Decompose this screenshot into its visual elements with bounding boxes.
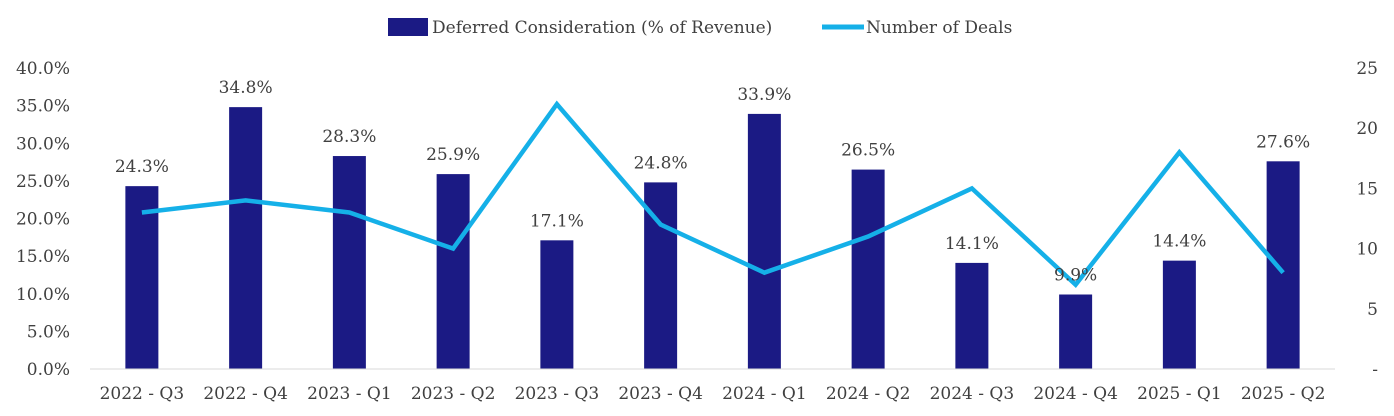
y-right-tick-label: 15: [1356, 179, 1378, 199]
x-tick-label: 2023 - Q4: [618, 384, 703, 404]
y-right-tick-label: 5: [1367, 300, 1378, 320]
x-tick-label: 2023 - Q1: [307, 384, 392, 404]
legend-bar-label: Deferred Consideration (% of Revenue): [432, 18, 772, 38]
y-left-tick-label: 15.0%: [16, 247, 70, 267]
bar-value-label: 34.8%: [219, 78, 273, 98]
bar-value-label: 26.5%: [841, 141, 895, 161]
bar-value-label: 24.8%: [634, 153, 688, 173]
x-tick-label: 2024 - Q2: [826, 384, 911, 404]
bar: [1059, 294, 1093, 369]
y-right-tick-label: 20: [1356, 119, 1378, 139]
x-tick-label: 2025 - Q2: [1241, 384, 1326, 404]
bar-value-label: 27.6%: [1256, 132, 1310, 152]
bar-value-label: 25.9%: [426, 145, 480, 165]
y-left-tick-label: 10.0%: [16, 285, 70, 305]
y-left-tick-label: 0.0%: [27, 360, 70, 380]
bar: [955, 262, 989, 369]
bar: [125, 186, 159, 369]
bar-value-label: 14.4%: [1152, 232, 1206, 252]
legend-bar-swatch: [388, 18, 428, 36]
x-tick-label: 2025 - Q1: [1137, 384, 1222, 404]
bar-value-label: 14.1%: [945, 234, 999, 254]
legend-line-label: Number of Deals: [866, 18, 1012, 38]
y-right-tick-label: -: [1372, 360, 1378, 380]
bar-series: [125, 107, 1300, 369]
x-tick-label: 2023 - Q2: [411, 384, 496, 404]
y-left-tick-label: 30.0%: [16, 134, 70, 154]
y-right-tick-label: 10: [1356, 240, 1378, 260]
bar: [851, 169, 885, 369]
y-left-tick-label: 35.0%: [16, 97, 70, 117]
bar-value-label: 24.3%: [115, 157, 169, 177]
bar: [229, 107, 263, 369]
y-axis-right: - 5 10 15 20 25: [1356, 59, 1378, 380]
line-series: [141, 100, 1285, 289]
x-axis: 2022 - Q3 2022 - Q4 2023 - Q1 2023 - Q2 2023…: [100, 384, 1326, 404]
y-left-tick-label: 20.0%: [16, 210, 70, 230]
deals-line: [141, 100, 1285, 289]
bar-value-label: 33.9%: [737, 85, 791, 105]
bar: [747, 113, 781, 369]
y-left-tick-label: 40.0%: [16, 59, 70, 79]
y-right-tick-label: 25: [1356, 59, 1378, 79]
y-left-tick-label: 5.0%: [27, 322, 70, 342]
bar-value-label: 28.3%: [322, 127, 376, 147]
x-tick-label: 2022 - Q3: [100, 384, 185, 404]
bar: [436, 174, 470, 369]
bar: [1266, 161, 1300, 369]
x-tick-label: 2023 - Q3: [515, 384, 600, 404]
legend: Deferred Consideration (% of Revenue) Nu…: [388, 18, 1012, 38]
bar: [332, 156, 366, 369]
y-axis-left: 0.0% 5.0% 10.0% 15.0% 20.0% 25.0% 30.0% 35.0% 40…: [16, 59, 70, 380]
bar-value-label: 9.9%: [1054, 266, 1097, 286]
x-tick-label: 2022 - Q4: [203, 384, 288, 404]
bar-data-labels: 24.3% 34.8% 28.3% 25.9% 17.1% 24.8% 33.9% 26.5%…: [115, 78, 1310, 285]
bar-value-label: 17.1%: [530, 211, 584, 231]
bar: [1162, 260, 1196, 369]
x-tick-label: 2024 - Q1: [722, 384, 807, 404]
x-tick-label: 2024 - Q3: [930, 384, 1015, 404]
x-tick-label: 2024 - Q4: [1033, 384, 1118, 404]
bar: [540, 240, 574, 369]
y-left-tick-label: 25.0%: [16, 172, 70, 192]
